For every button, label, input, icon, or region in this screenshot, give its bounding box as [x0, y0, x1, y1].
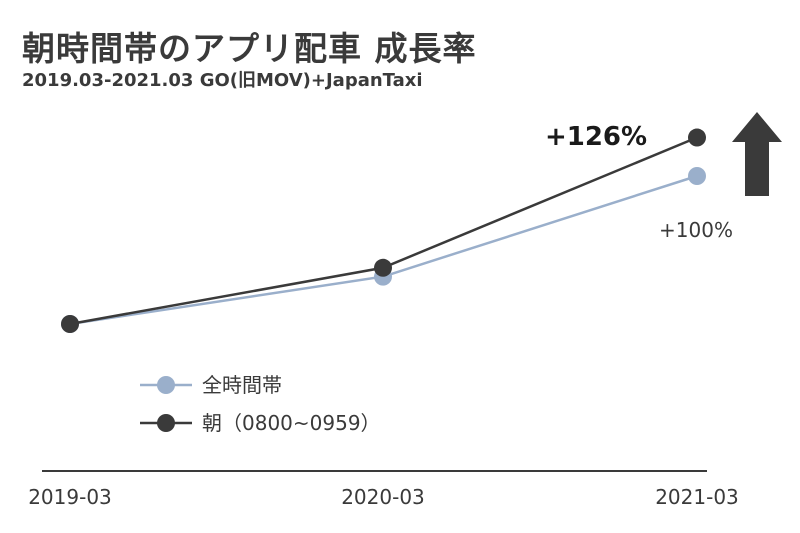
- data-label: +100%: [659, 218, 733, 242]
- data-label: +126%: [545, 122, 647, 152]
- data-point: [61, 315, 79, 333]
- series-line-0: [69, 174, 698, 326]
- x-tick-label: 2019-03: [28, 485, 112, 509]
- up-arrow-icon: [732, 112, 782, 196]
- chart-title: 朝時間帯のアプリ配車 成長率: [22, 29, 477, 68]
- x-tick-label: 2020-03: [341, 485, 425, 509]
- x-tick-label: 2021-03: [655, 485, 739, 509]
- legend-label: 朝（0800~0959）: [202, 411, 381, 435]
- legend-marker: [157, 414, 175, 432]
- legend-label: 全時間帯: [202, 373, 282, 397]
- chart-subtitle: 2019.03-2021.03 GO(旧MOV)+JapanTaxi: [22, 70, 423, 91]
- legend-marker: [157, 376, 175, 394]
- data-point: [688, 167, 706, 185]
- series-line-1: [69, 136, 698, 326]
- data-point: [688, 128, 706, 147]
- data-point: [374, 258, 392, 277]
